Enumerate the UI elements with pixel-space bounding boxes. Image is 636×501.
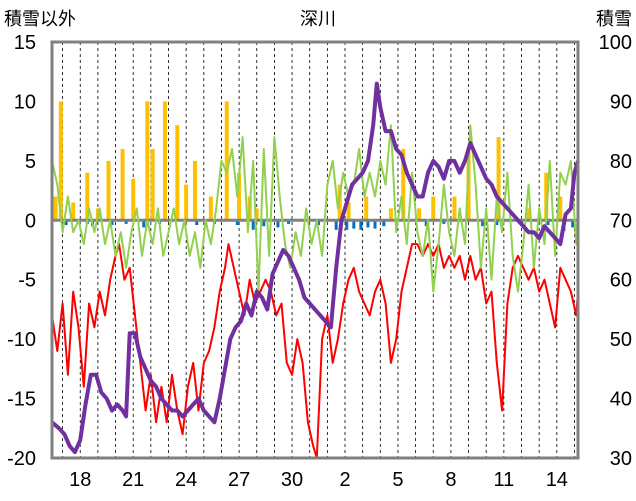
- snow-change-bar: [287, 220, 291, 224]
- snow-change-bar: [442, 220, 446, 224]
- precip-bar: [346, 202, 351, 221]
- snow-change-bar: [382, 220, 386, 227]
- precip-bar: [85, 172, 90, 221]
- x-tick-label: 11: [493, 469, 514, 491]
- x-tick-label: 18: [69, 469, 91, 491]
- right-tick-label: 70: [610, 210, 632, 232]
- snow-change-bar: [546, 220, 550, 226]
- precip-bar: [224, 101, 229, 221]
- x-tick-label: 27: [228, 469, 250, 491]
- snow_depth-line: [50, 81, 580, 455]
- snow-change-bar: [64, 220, 68, 226]
- right-axis-label: 積雪: [596, 9, 632, 29]
- snow-change-bar: [334, 220, 338, 230]
- snow-change-bar: [571, 220, 575, 228]
- precip-bar: [184, 184, 189, 221]
- snow-change-bar: [373, 220, 377, 229]
- snow-change-bar: [195, 220, 199, 226]
- left-axis-label: 積雪以外: [4, 9, 76, 29]
- snow-change-bar: [424, 220, 428, 227]
- precip-bar: [192, 160, 197, 221]
- precipitation-bars: [53, 101, 563, 221]
- right-tick-label: 50: [610, 329, 632, 351]
- precip-bar: [388, 208, 393, 221]
- precip-bar: [237, 172, 242, 221]
- precip-bar: [254, 208, 259, 221]
- precip-bar: [145, 101, 150, 221]
- right-tick-label: 90: [610, 91, 632, 113]
- precip-bar: [175, 125, 180, 221]
- precip-bar: [496, 137, 501, 221]
- right-tick-label: 60: [610, 270, 632, 292]
- x-tick-label: 5: [392, 469, 403, 491]
- snow-change-bar: [366, 220, 370, 228]
- x-tick-label: 30: [281, 469, 303, 491]
- x-tick-label: 21: [122, 469, 144, 491]
- precip-bar: [106, 160, 111, 221]
- left-tick-label: -10: [7, 329, 36, 351]
- right-tick-label: 40: [610, 389, 632, 411]
- precip-bar: [526, 208, 531, 221]
- chart-title: 深川: [300, 9, 336, 29]
- snow-change-bar: [142, 220, 146, 228]
- left-tick-label: 15: [14, 32, 36, 54]
- left-tick-label: -15: [7, 389, 36, 411]
- snow-change-bar: [317, 220, 321, 226]
- left-tick-label: 0: [25, 210, 36, 232]
- snow-change-bar: [251, 220, 255, 230]
- snow-change-bar: [352, 220, 356, 229]
- precip-bar: [150, 148, 155, 221]
- x-tick-label: 14: [546, 469, 568, 491]
- left-tick-label: -20: [7, 448, 36, 470]
- precip-bar: [131, 178, 136, 221]
- x-axis-ticks: 18 21 24 27 30 2 5 8 11 14: [69, 469, 568, 491]
- snow-change-bar: [276, 220, 280, 228]
- precip-bar: [53, 196, 58, 221]
- precip-bar: [162, 101, 167, 221]
- left-tick-label: 5: [25, 151, 36, 173]
- precip-bar: [558, 196, 563, 221]
- snow-change-bars: [64, 220, 575, 231]
- precip-bar: [71, 202, 76, 221]
- precip-bar: [58, 101, 63, 221]
- snow-change-bar: [359, 220, 363, 230]
- right-tick-label: 100: [599, 32, 632, 54]
- series-lines: [50, 81, 580, 459]
- snow-change-bar: [495, 220, 499, 226]
- snow-change-bar: [345, 220, 349, 230]
- precip-bar: [364, 196, 369, 221]
- right-axis-ticks: 100 90 80 70 60 50 40 30: [599, 32, 632, 470]
- left-axis-ticks: 15 10 5 0 -5 -10 -15 -20: [7, 32, 36, 470]
- snow-change-bar: [110, 220, 114, 226]
- plot-frame: [50, 40, 580, 460]
- snow-change-bar: [235, 220, 239, 226]
- right-tick-label: 80: [610, 151, 632, 173]
- precip-bar: [431, 196, 436, 221]
- right-tick-label: 30: [610, 448, 632, 470]
- left-tick-label: 10: [14, 91, 36, 113]
- precip-bar: [401, 148, 406, 221]
- x-tick-label: 24: [175, 469, 197, 491]
- x-tick-label: 8: [445, 469, 456, 491]
- precip-bar: [452, 196, 457, 221]
- precip-bar: [544, 172, 549, 221]
- precip-bar: [120, 148, 125, 221]
- x-tick-label: 2: [339, 469, 350, 491]
- snow-change-bar: [481, 220, 485, 227]
- left-tick-label: -5: [18, 270, 36, 292]
- snow-change-bar: [124, 220, 128, 224]
- vertical-grid-lines: [62, 42, 575, 458]
- humidity_like-line: [51, 124, 579, 293]
- precip-bar: [208, 196, 213, 221]
- precip-bar: [417, 208, 422, 221]
- snow-change-bar: [262, 220, 266, 227]
